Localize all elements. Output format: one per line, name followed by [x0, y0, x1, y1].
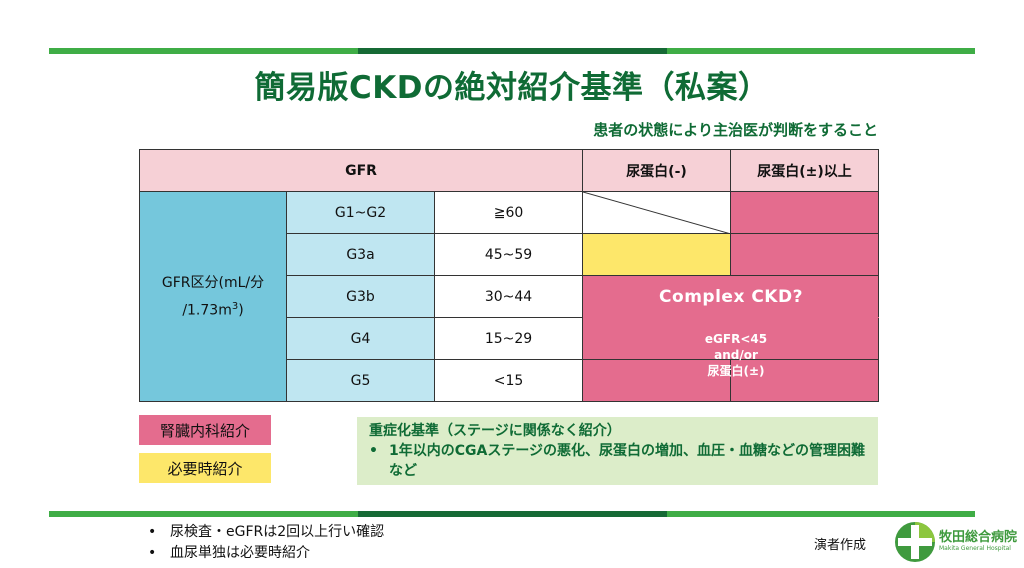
- criteria-heading: 重症化基準（ステージに関係なく紹介）: [369, 423, 621, 439]
- stage-cell: G1~G2: [286, 191, 435, 234]
- bottom-divider-bar: [49, 511, 975, 517]
- yellow-cell: [582, 233, 731, 276]
- bullet-icon: •: [369, 443, 378, 459]
- severity-criteria-box: 重症化基準（ステージに関係なく紹介） • 1年以内のCGAステージの悪化、尿蛋白…: [357, 417, 878, 485]
- empty-diagonal-cell: [582, 191, 731, 234]
- criteria-item: • 1年以内のCGAステージの悪化、尿蛋白の増加、血圧・血糖などの管理困難など: [369, 443, 866, 479]
- slide-subtitle: 患者の状態により主治医が判断をすること: [593, 121, 878, 139]
- pink-cell: [582, 317, 731, 360]
- hospital-logo-icon: [895, 522, 935, 562]
- stage-cell: G5: [286, 359, 435, 402]
- stage-cell: G4: [286, 317, 435, 360]
- author-credit: 演者作成: [814, 538, 867, 553]
- gfr-group-label: GFR区分(mL/分 /1.73m3): [139, 191, 287, 402]
- egfr-criteria-label: eGFR<45 and/or 尿蛋白(±): [704, 332, 768, 378]
- stage-cell: G3b: [286, 275, 435, 318]
- bullet-icon: •: [148, 524, 157, 540]
- header-protein-negative: 尿蛋白(-): [582, 149, 731, 192]
- diagonal-line: [583, 192, 731, 234]
- legend-nephrology-referral: 腎臓内科紹介: [139, 415, 271, 445]
- complex-ckd-label: Complex CKD?: [659, 287, 803, 307]
- range-cell: <15: [434, 359, 583, 402]
- pink-cell: [582, 275, 879, 318]
- legend-as-needed-referral: 必要時紹介: [139, 453, 271, 483]
- notes-list: • 尿検査・eGFRは2回以上行い確認 • 血尿単独は必要時紹介: [148, 522, 384, 564]
- header-gfr: GFR: [139, 149, 583, 192]
- pink-cell: [582, 359, 731, 402]
- range-cell: 30~44: [434, 275, 583, 318]
- range-cell: ≧60: [434, 191, 583, 234]
- stage-cell: G3a: [286, 233, 435, 276]
- hospital-name-en: Makita General Hospital: [939, 545, 1011, 552]
- range-cell: 15~29: [434, 317, 583, 360]
- hospital-name-ja: 牧田総合病院: [939, 530, 1018, 545]
- pink-cell: [730, 359, 879, 402]
- pink-cell: [730, 191, 879, 234]
- pink-cell: [730, 233, 879, 276]
- list-item: • 血尿単独は必要時紹介: [148, 543, 384, 564]
- top-divider-bar: [49, 48, 975, 54]
- list-item: • 尿検査・eGFRは2回以上行い確認: [148, 522, 384, 543]
- hospital-logo: 牧田総合病院 Makita General Hospital: [894, 520, 1018, 564]
- bullet-icon: •: [148, 545, 157, 561]
- slide-title: 簡易版CKDの絶対紹介基準（私案）: [254, 70, 770, 106]
- header-protein-positive: 尿蛋白(±)以上: [730, 149, 879, 192]
- range-cell: 45~59: [434, 233, 583, 276]
- ckd-referral-table: GFR 尿蛋白(-) 尿蛋白(±)以上 GFR区分(mL/分 /1.73m3) …: [139, 149, 879, 402]
- pink-cell: [730, 317, 879, 360]
